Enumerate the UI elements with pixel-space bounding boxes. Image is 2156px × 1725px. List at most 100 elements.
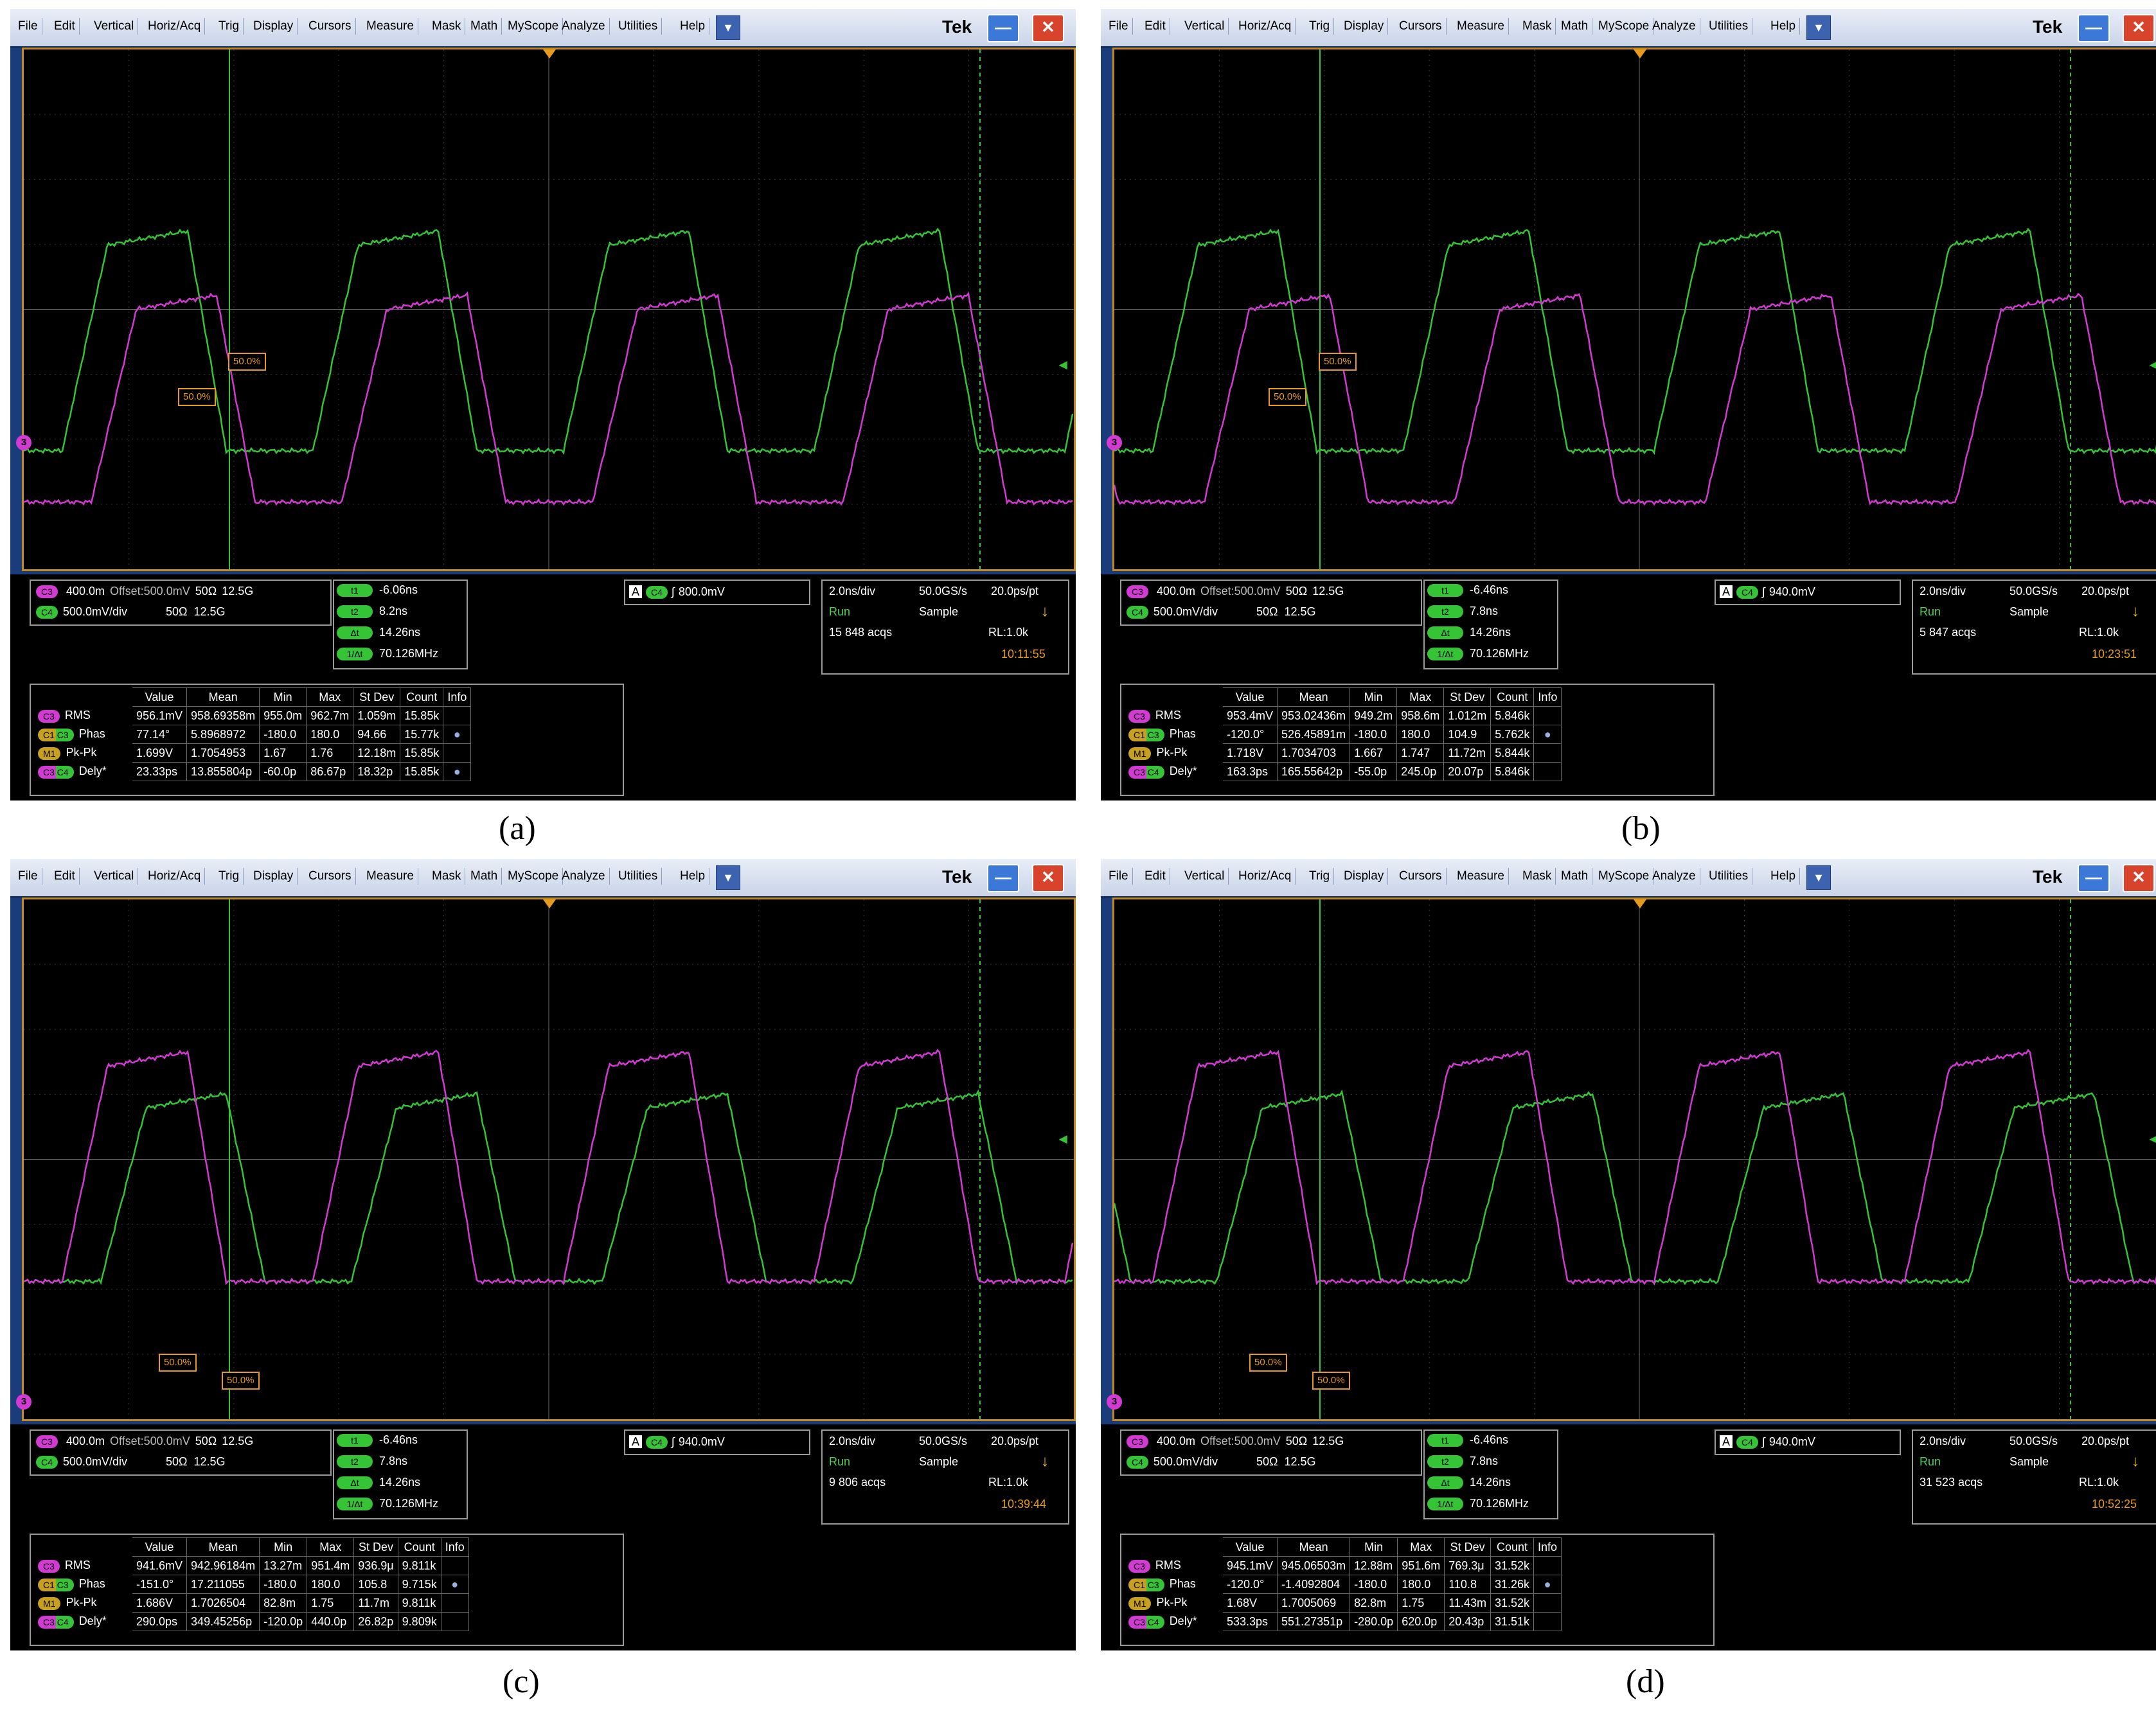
menu-item-help[interactable]: Help: [676, 18, 710, 35]
trigger-readout[interactable]: A C4 ∫ 940.0mV: [624, 1429, 810, 1455]
menu-item-display[interactable]: Display: [249, 18, 298, 35]
menu-item-measure[interactable]: Measure: [362, 18, 418, 35]
minimize-icon[interactable]: —: [2078, 864, 2110, 892]
waveform-display[interactable]: 50.0%50.0%34◄: [16, 898, 1076, 1473]
menu-item-measure[interactable]: Measure: [362, 868, 418, 885]
menu-item-edit[interactable]: Edit: [1141, 18, 1170, 35]
trigger-readout[interactable]: A C4 ∫ 940.0mV: [1715, 579, 1901, 605]
menu-item-analyze[interactable]: Analyze: [558, 18, 610, 35]
trigger-position-marker[interactable]: [543, 899, 556, 908]
menu-item-cursors[interactable]: Cursors: [1395, 18, 1447, 35]
measurement-table-box[interactable]: Value Mean Min Max St Dev Count Info C3 RMS 956.1…: [30, 684, 624, 796]
menu-item-file[interactable]: File: [14, 868, 42, 885]
ch4-chip[interactable]: C4: [1127, 1456, 1148, 1469]
menu-item-mask[interactable]: Mask: [1519, 868, 1556, 885]
menu-item-trig[interactable]: Trig: [1305, 868, 1335, 885]
trigger-level-arrow[interactable]: ◄: [1056, 357, 1070, 373]
acquisition-readout[interactable]: 2.0ns/div 50.0GS/s 20.0ps/pt Run Sample ↓ 15 8…: [821, 579, 1069, 675]
menu-item-mask[interactable]: Mask: [1519, 18, 1556, 35]
trigger-readout[interactable]: A C4 ∫ 800.0mV: [624, 579, 810, 605]
menu-item-help[interactable]: Help: [1767, 18, 1801, 35]
ch3-chip[interactable]: C3: [36, 585, 58, 599]
menu-item-myscope[interactable]: MyScope: [1594, 868, 1654, 885]
menu-item-horizacq[interactable]: Horiz/Acq: [1234, 868, 1296, 885]
minimize-icon[interactable]: —: [2078, 14, 2110, 42]
measurement-table-box[interactable]: Value Mean Min Max St Dev Count Info C3 RMS 945.1…: [1120, 1534, 1715, 1646]
menu-item-cursors[interactable]: Cursors: [1395, 868, 1447, 885]
menu-item-cursors[interactable]: Cursors: [305, 18, 356, 35]
close-icon[interactable]: ✕: [1032, 14, 1064, 42]
minimize-icon[interactable]: —: [987, 14, 1019, 42]
table-row[interactable]: C1 C3 Phas 77.14° 5.8968972 -180.0 180.0 94.66…: [33, 725, 472, 744]
trigger-level-arrow[interactable]: ◄: [1056, 1131, 1070, 1147]
channel-settings[interactable]: C3 400.0m Offset:500.0mV 50Ω 12.5G C4 500.0mV…: [30, 579, 332, 626]
menu-item-myscope[interactable]: MyScope: [1594, 18, 1654, 35]
trigger-level-arrow[interactable]: ◄: [2146, 1131, 2156, 1147]
table-row[interactable]: C3 C4 Dely* 290.0ps 349.45256p -120.0p 440.0p…: [33, 1612, 469, 1631]
menu-item-utilities[interactable]: Utilities: [1705, 868, 1753, 885]
cursor-readout[interactable]: t1 -6.46ns t2 7.8ns Δt 14.26ns 1/Δt 70.126MHz: [333, 1429, 468, 1519]
menu-item-vertical[interactable]: Vertical: [90, 868, 139, 885]
acquisition-readout[interactable]: 2.0ns/div 50.0GS/s 20.0ps/pt Run Sample ↓ 9 80…: [821, 1429, 1069, 1525]
ch3-chip[interactable]: C3: [36, 1435, 58, 1449]
menu-item-edit[interactable]: Edit: [50, 18, 80, 35]
menu-item-edit[interactable]: Edit: [50, 868, 80, 885]
cursor-readout[interactable]: t1 -6.06ns t2 8.2ns Δt 14.26ns 1/Δt 70.126MHz: [333, 579, 468, 669]
menu-item-trig[interactable]: Trig: [215, 18, 244, 35]
table-row[interactable]: M1 Pk-Pk 1.68V 1.7005069 82.8m 1.75 11.43m 31.5…: [1124, 1593, 1562, 1613]
ch3-offset-marker[interactable]: 3: [16, 435, 31, 450]
menu-item-file[interactable]: File: [14, 18, 42, 35]
menu-item-analyze[interactable]: Analyze: [1648, 868, 1700, 885]
ch4-chip[interactable]: C4: [1127, 606, 1148, 619]
menu-item-edit[interactable]: Edit: [1141, 868, 1170, 885]
menu-item-math[interactable]: Math: [467, 18, 503, 35]
menu-item-myscope[interactable]: MyScope: [504, 18, 564, 35]
table-row[interactable]: C1 C3 Phas -120.0° 526.45891m -180.0 180.0 104…: [1124, 725, 1562, 744]
menu-item-math[interactable]: Math: [467, 868, 503, 885]
table-row[interactable]: C3 C4 Dely* 163.3ps 165.55642p -55.0p 245.0p 2…: [1124, 762, 1562, 781]
ch4-chip[interactable]: C4: [36, 606, 58, 619]
chevron-down-icon[interactable]: ▼: [1806, 865, 1831, 890]
channel-settings[interactable]: C3 400.0m Offset:500.0mV 50Ω 12.5G C4 500.0mV…: [30, 1429, 332, 1476]
close-icon[interactable]: ✕: [2123, 14, 2155, 42]
table-row[interactable]: C3 RMS 953.4mV 953.02436m 949.2m 958.6m 1.012m…: [1124, 706, 1562, 725]
menu-item-vertical[interactable]: Vertical: [90, 18, 139, 35]
menu-item-help[interactable]: Help: [676, 868, 710, 885]
menu-item-horizacq[interactable]: Horiz/Acq: [144, 18, 206, 35]
ch3-chip[interactable]: C3: [1127, 585, 1148, 599]
table-row[interactable]: M1 Pk-Pk 1.718V 1.7034703 1.667 1.747 11.72m 5.…: [1124, 743, 1562, 763]
menu-item-cursors[interactable]: Cursors: [305, 868, 356, 885]
table-row[interactable]: C3 RMS 941.6mV 942.96184m 13.27m 951.4m 936.9μ…: [33, 1556, 469, 1575]
close-icon[interactable]: ✕: [2123, 864, 2155, 892]
trigger-level-arrow[interactable]: ◄: [2146, 357, 2156, 373]
measurement-table-box[interactable]: Value Mean Min Max St Dev Count Info C3 RMS 941.6…: [30, 1534, 624, 1646]
chevron-down-icon[interactable]: ▼: [716, 865, 740, 890]
table-row[interactable]: C3 C4 Dely* 533.3ps 551.27351p -280.0p 620.0p…: [1124, 1612, 1562, 1631]
close-icon[interactable]: ✕: [1032, 864, 1064, 892]
menu-item-analyze[interactable]: Analyze: [558, 868, 610, 885]
menu-item-trig[interactable]: Trig: [1305, 18, 1335, 35]
table-row[interactable]: C3 RMS 956.1mV 958.69358m 955.0m 962.7m 1.059m…: [33, 706, 472, 725]
table-row[interactable]: C1 C3 Phas -151.0° 17.211055 -180.0 180.0 105.…: [33, 1575, 469, 1594]
menu-item-help[interactable]: Help: [1767, 868, 1801, 885]
trigger-position-marker[interactable]: [543, 49, 556, 58]
menu-item-utilities[interactable]: Utilities: [614, 868, 663, 885]
menu-item-math[interactable]: Math: [1557, 868, 1593, 885]
acquisition-readout[interactable]: 2.0ns/div 50.0GS/s 20.0ps/pt Run Sample ↓ 5 84…: [1912, 579, 2156, 675]
table-row[interactable]: C3 C4 Dely* 23.33ps 13.855804p -60.0p 86.67p 1…: [33, 762, 472, 781]
menu-item-measure[interactable]: Measure: [1453, 18, 1509, 35]
chevron-down-icon[interactable]: ▼: [716, 15, 740, 40]
menu-item-utilities[interactable]: Utilities: [1705, 18, 1753, 35]
menu-item-utilities[interactable]: Utilities: [614, 18, 663, 35]
cursor-readout[interactable]: t1 -6.46ns t2 7.8ns Δt 14.26ns 1/Δt 70.126MHz: [1423, 1429, 1558, 1519]
menu-item-math[interactable]: Math: [1557, 18, 1593, 35]
menu-item-display[interactable]: Display: [1340, 868, 1389, 885]
minimize-icon[interactable]: —: [987, 864, 1019, 892]
table-row[interactable]: C1 C3 Phas -120.0° -1.4092804 -180.0 180.0 110…: [1124, 1575, 1562, 1594]
menu-item-trig[interactable]: Trig: [215, 868, 244, 885]
waveform-display[interactable]: 50.0% 50.0% 3 ◄: [1107, 48, 2156, 571]
menu-item-measure[interactable]: Measure: [1453, 868, 1509, 885]
ch3-offset-marker[interactable]: 3: [1107, 1394, 1122, 1410]
menu-item-horizacq[interactable]: Horiz/Acq: [144, 868, 206, 885]
menu-item-file[interactable]: File: [1105, 18, 1133, 35]
